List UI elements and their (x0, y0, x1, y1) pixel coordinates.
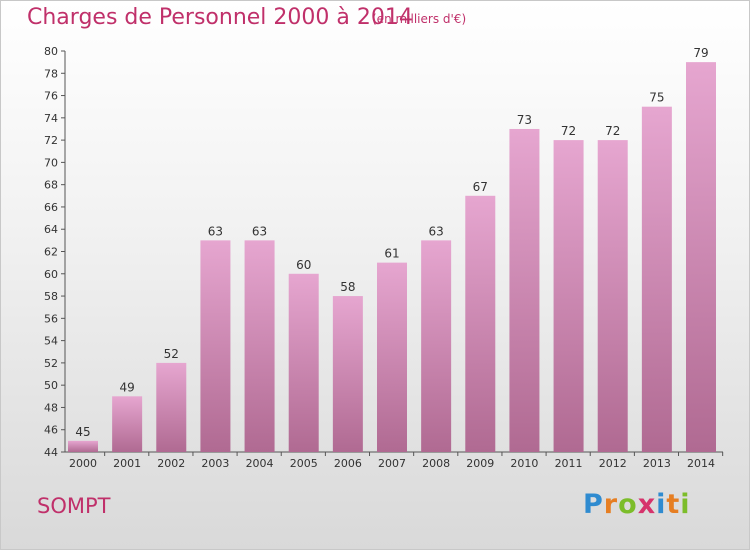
bar-2002 (156, 362, 187, 452)
logo-letter: P (583, 489, 604, 520)
x-tick-label-2006: 2006 (334, 457, 362, 470)
data-label-2001: 49 (120, 380, 135, 394)
y-tick-label: 76 (44, 90, 58, 103)
y-tick-label: 54 (44, 335, 58, 348)
x-tick-label-2000: 2000 (69, 457, 97, 470)
bar-2010 (509, 128, 540, 452)
chart-subtitle: (en milliers d'€) (372, 12, 467, 26)
chart-axes: 44 46 48 50 52 54 56 58 60 62 64 66 68 70 72 74 76 78 80 20… (44, 45, 724, 470)
x-tick-label-2001: 2001 (113, 457, 141, 470)
x-tick-label-2007: 2007 (378, 457, 406, 470)
y-tick-label: 48 (44, 401, 58, 414)
data-label-2004: 63 (252, 224, 267, 238)
bar-2000 (68, 440, 98, 452)
chart-bars: 45 49 52 63 63 60 58 61 63 67 73 72 72 75 79 (68, 46, 716, 453)
x-tick-label-2008: 2008 (422, 457, 450, 470)
x-tick-label-2002: 2002 (157, 457, 185, 470)
x-tick-label-2013: 2013 (643, 457, 671, 470)
data-label-2000: 45 (75, 425, 90, 439)
logo-letter: i (656, 489, 667, 520)
x-tick-label-2004: 2004 (246, 457, 274, 470)
data-label-2003: 63 (208, 224, 223, 238)
chart-title: Charges de Personnel 2000 à 2014 (27, 5, 413, 30)
y-tick-label: 50 (44, 379, 58, 392)
y-tick-label: 52 (44, 357, 58, 370)
bar-2011 (553, 140, 584, 452)
bar-2012 (597, 140, 628, 452)
x-tick-label-2003: 2003 (201, 457, 229, 470)
bar-2004 (244, 240, 275, 452)
bar-2014 (686, 62, 716, 453)
bar-2008 (421, 240, 452, 452)
data-label-2008: 63 (429, 224, 444, 238)
data-label-2010: 73 (517, 113, 532, 127)
data-label-2013: 75 (649, 91, 664, 105)
y-tick-label: 80 (44, 45, 58, 58)
y-tick-label: 62 (44, 246, 58, 259)
x-tick-label-2009: 2009 (466, 457, 494, 470)
data-label-2005: 60 (296, 258, 311, 272)
y-tick-label: 66 (44, 201, 58, 214)
logo-letter: i (680, 489, 691, 520)
bar-2009 (465, 195, 496, 453)
town-name: SOMPT (37, 494, 111, 518)
x-tick-label-2010: 2010 (510, 457, 538, 470)
x-tick-label-2014: 2014 (687, 457, 715, 470)
bar-2006 (332, 296, 363, 452)
bar-2001 (112, 396, 143, 452)
y-tick-label: 46 (44, 424, 58, 437)
logo-letter: r (603, 489, 619, 520)
y-tick-label: 70 (44, 156, 58, 169)
data-label-2014: 79 (693, 46, 708, 60)
bar-2013 (641, 106, 672, 452)
data-label-2009: 67 (473, 180, 488, 194)
y-tick-label: 72 (44, 134, 58, 147)
data-label-2002: 52 (164, 347, 179, 361)
data-label-2011: 72 (561, 124, 576, 138)
proxiti-logo: Proxiti (583, 489, 691, 520)
bar-2005 (288, 273, 319, 452)
x-tick-label-2011: 2011 (555, 457, 583, 470)
y-tick-label: 74 (44, 112, 58, 125)
logo-letter: o (618, 489, 638, 520)
y-tick-label: 58 (44, 290, 58, 303)
data-label-2007: 61 (384, 247, 399, 261)
y-tick-label: 78 (44, 67, 58, 80)
y-tick-label: 56 (44, 312, 58, 325)
bar-2003 (200, 240, 231, 452)
bar-2007 (377, 262, 407, 452)
logo-letter: x (637, 489, 657, 520)
y-tick-label: 68 (44, 179, 58, 192)
data-label-2012: 72 (605, 124, 620, 138)
data-label-2006: 58 (340, 280, 355, 294)
x-tick-label-2005: 2005 (290, 457, 318, 470)
y-tick-label: 44 (44, 446, 58, 459)
y-tick-label: 64 (44, 223, 58, 236)
y-tick-label: 60 (44, 268, 58, 281)
logo-letter: t (666, 489, 681, 520)
x-tick-label-2012: 2012 (599, 457, 627, 470)
